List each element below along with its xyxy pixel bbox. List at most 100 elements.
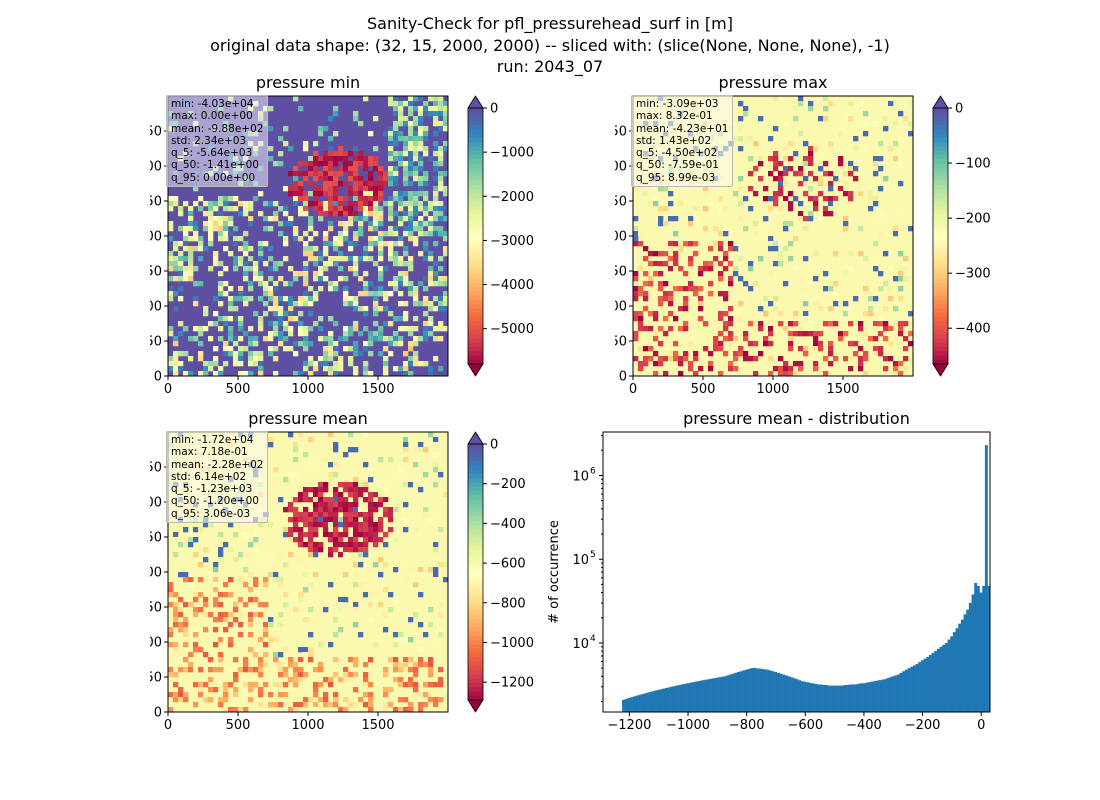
heatmap-cell [328, 136, 334, 142]
heatmap-cell [358, 151, 364, 157]
heatmap-cell [228, 592, 234, 598]
heatmap-cell [173, 527, 179, 533]
heatmap-cell [363, 186, 369, 192]
heatmap-cell [298, 662, 304, 668]
heatmap-cell [388, 592, 394, 598]
heatmap-cell [248, 221, 254, 227]
heatmap-cell [258, 316, 264, 322]
histogram-bar [934, 651, 938, 712]
heatmap-cell [738, 136, 744, 142]
heatmap-cell [328, 151, 334, 157]
heatmap-cell [258, 667, 264, 673]
heatmap-cell [398, 156, 404, 162]
heatmap-cell [363, 216, 369, 222]
heatmap-cell [768, 301, 774, 307]
heatmap-cell [173, 552, 179, 558]
heatmap-cell [698, 316, 704, 322]
heatmap-cell [763, 216, 769, 222]
heatmap-cell [313, 246, 319, 252]
heatmap-cell [423, 692, 429, 698]
heatmap-cell [268, 572, 274, 578]
heatmap-cell [323, 126, 329, 132]
heatmap-cell [363, 371, 369, 377]
heatmap-cell [718, 316, 724, 322]
heatmap-cell [368, 291, 374, 297]
colorbar-segment [468, 338, 483, 344]
heatmap-cell [288, 502, 294, 508]
heatmap-cell [373, 146, 379, 152]
heatmap-cell [168, 587, 174, 593]
heatmap-cell [643, 281, 649, 287]
heatmap-cell [353, 241, 359, 247]
heatmap-cell [708, 246, 714, 252]
histogram-bar [867, 682, 871, 712]
heatmap-cell [328, 206, 334, 212]
heatmap-cell [878, 351, 884, 357]
heatmap-cell [413, 682, 419, 688]
heatmap-cell [273, 371, 279, 377]
heatmap-cell [768, 246, 774, 252]
heatmap-cell [333, 111, 339, 117]
heatmap-cell [323, 482, 329, 488]
colorbar-segment [468, 627, 483, 633]
heatmap-cell [433, 442, 439, 448]
histogram-bar [752, 667, 756, 712]
heatmap-cell [353, 447, 359, 453]
heatmap-cell [848, 161, 854, 167]
heatmap-cell [198, 371, 204, 377]
heatmap-cell [428, 607, 434, 613]
heatmap-cell [328, 201, 334, 207]
heatmap-cell [208, 612, 214, 618]
colorbar-segment [933, 270, 948, 275]
colorbar-segment [468, 593, 483, 599]
heatmap-cell [368, 477, 374, 483]
heatmap-cell [278, 497, 284, 503]
heatmap-cell [328, 547, 334, 553]
heatmap-cell [873, 121, 879, 127]
heatmap-cell [323, 356, 329, 362]
heatmap-cell [293, 171, 299, 177]
heatmap-cell [263, 286, 269, 292]
heatmap-cell [363, 462, 369, 468]
histogram-bar [851, 684, 855, 712]
heatmap-cell [353, 231, 359, 237]
heatmap-cell [278, 702, 284, 708]
heatmap-cell [383, 266, 389, 272]
heatmap-cell [418, 622, 424, 628]
heatmap-cell [318, 171, 324, 177]
heatmap-cell [183, 617, 189, 623]
heatmap-cell [353, 657, 359, 663]
heatmap-cell [168, 326, 174, 332]
heatmap-cell [428, 672, 434, 678]
colorbar-segment [933, 321, 948, 327]
heatmap-cell [348, 487, 354, 493]
heatmap-cell [218, 371, 224, 377]
heatmap-cell [858, 191, 864, 197]
heatmap-cell [823, 211, 829, 217]
heatmap-cell [688, 361, 694, 367]
heatmap-cell [333, 206, 339, 212]
heatmap-cell [318, 697, 324, 703]
heatmap-cell [173, 246, 179, 252]
heatmap-cell [423, 326, 429, 332]
heatmap-cell [748, 171, 754, 177]
y-tick-label: 250 [150, 671, 162, 686]
colorbar-tick-label: −400 [490, 517, 526, 532]
heatmap-cell [408, 146, 414, 152]
histogram-bar [886, 678, 890, 712]
heatmap-cell [668, 241, 674, 247]
heatmap-cell [403, 502, 409, 508]
heatmap-cell [673, 261, 679, 267]
heatmap-cell [808, 196, 814, 202]
heatmap-cell [253, 276, 259, 282]
heatmap-cell [233, 341, 239, 347]
heatmap-cell [733, 356, 739, 362]
heatmap-cell [768, 206, 774, 212]
heatmap-cell [323, 632, 329, 638]
heatmap-cell [403, 151, 409, 157]
heatmap-cell [308, 632, 314, 638]
heatmap-cell [423, 171, 429, 177]
heatmap-cell [258, 326, 264, 332]
heatmap-cell [228, 231, 234, 237]
heatmap-cell [438, 612, 444, 618]
